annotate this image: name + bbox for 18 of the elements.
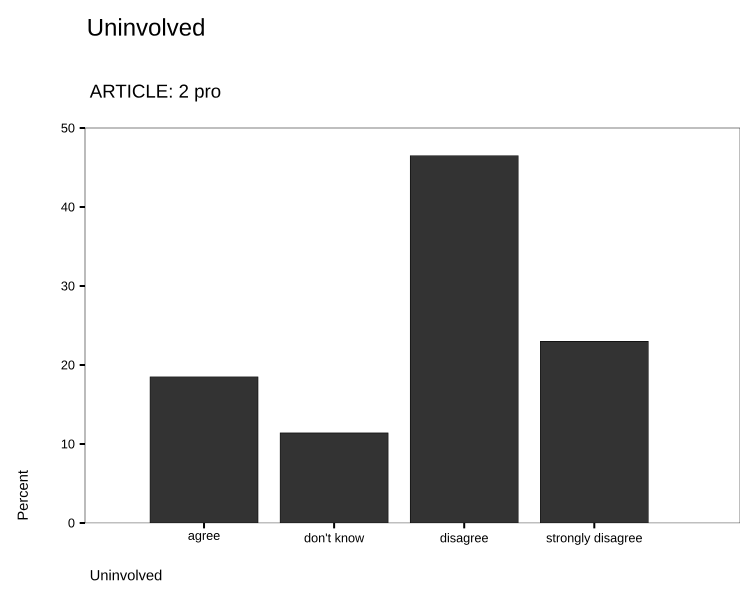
y-tick-label: 50: [61, 124, 74, 132]
y-tick-label: 20: [61, 360, 74, 370]
x-tick-label: strongly disagree: [546, 533, 642, 545]
y-tick-label: 10: [62, 440, 74, 448]
bar: [410, 156, 518, 523]
chart-title: Uninvolved: [88, 18, 204, 36]
chart-subtitle: ARTICLE: 2 pro: [90, 84, 220, 102]
y-tick-label: 30: [61, 282, 74, 290]
bar: [280, 432, 388, 523]
bar: [150, 376, 258, 523]
x-tick-label: disagree: [440, 533, 488, 545]
y-tick-label: 40: [61, 202, 74, 212]
y-axis-title: Percent: [18, 470, 28, 520]
x-axis-title: Uninvolved: [90, 570, 162, 580]
y-tick-label: 0: [68, 518, 74, 528]
x-tick-label: don't know: [304, 533, 364, 542]
bar: [540, 341, 649, 523]
x-tick-label: agree: [188, 533, 220, 542]
